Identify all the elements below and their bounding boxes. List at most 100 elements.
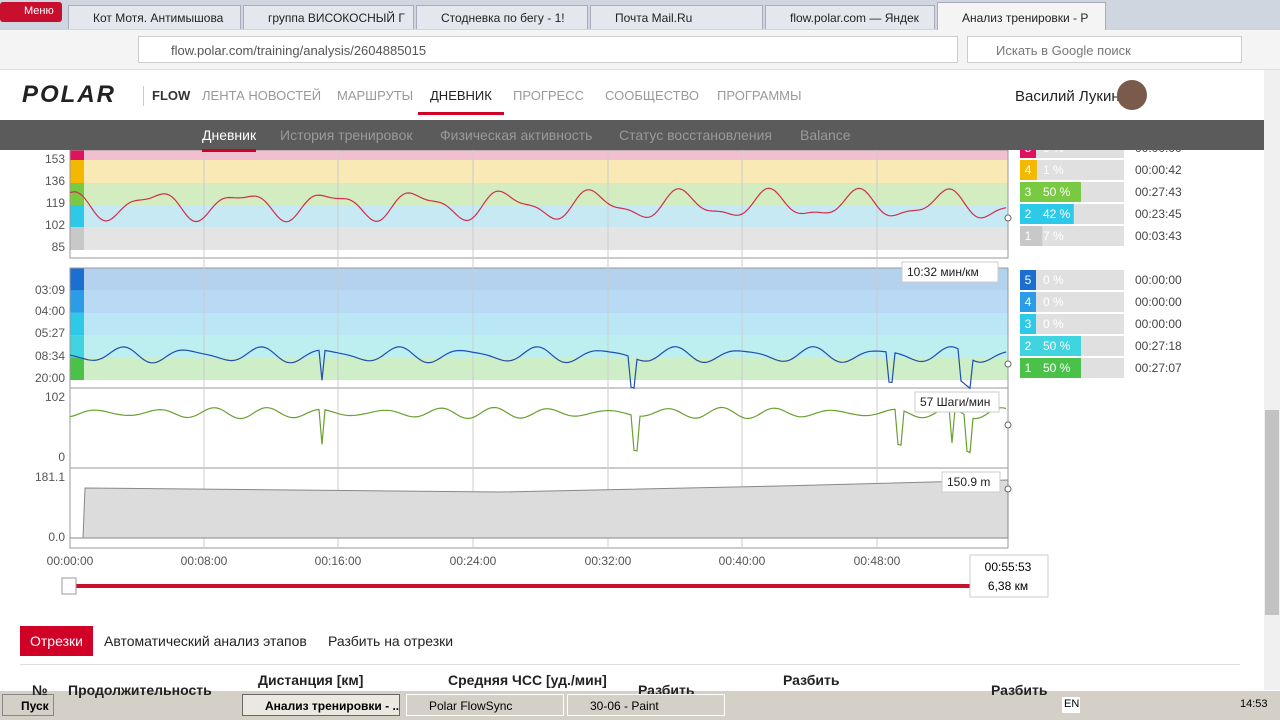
zone-time: 00:27:18 (1135, 339, 1182, 353)
zone-bar-bg (1036, 150, 1124, 158)
browser-tab[interactable]: Анализ тренировки - Р (937, 2, 1106, 30)
x-tick-label: 00:08:00 (181, 554, 228, 568)
zone-bar-bg (1036, 292, 1124, 312)
nav-link[interactable]: СООБЩЕСТВО (605, 88, 699, 103)
laps-tab[interactable]: Отрезки (20, 626, 93, 656)
subnav-link[interactable]: Balance (800, 127, 851, 143)
y-tick-label: 153 (45, 152, 65, 166)
browser-tab[interactable]: Почта Mail.Ru (590, 5, 763, 29)
zone-band (70, 150, 1008, 160)
taskbar-item[interactable]: Анализ тренировки - ... (242, 694, 400, 716)
zone-bar (1036, 160, 1037, 180)
menu-button[interactable]: Меню (0, 2, 62, 22)
nav-link[interactable]: ДНЕВНИК (418, 88, 504, 115)
cursor-dot (1004, 360, 1012, 368)
x-tick-label: 00:24:00 (450, 554, 497, 568)
nav-link[interactable]: ПРОГРАММЫ (717, 88, 802, 103)
address-bar[interactable]: flow.polar.com/training/analysis/2604885… (138, 36, 958, 63)
nav-link[interactable]: ПРОГРЕСС (513, 88, 584, 103)
zone-swatch (1020, 226, 1036, 246)
laps-tab[interactable]: Разбить на отрезки (318, 626, 490, 656)
nav-link[interactable]: МАРШРУТЫ (337, 88, 414, 103)
table-header: Разбить (783, 672, 840, 688)
logo[interactable]: POLAR (22, 81, 116, 108)
subnav-link[interactable]: Физическая активность (440, 127, 593, 143)
taskbar-item[interactable]: 30-06 - Paint (567, 694, 725, 716)
zone-marker (70, 227, 84, 250)
zone-band (70, 290, 1008, 313)
zone-marker (70, 335, 84, 358)
subnav (0, 120, 1280, 150)
taskbar-item[interactable]: Polar FlowSync (406, 694, 564, 716)
y-tick-label: 119 (46, 196, 65, 210)
subnav-link[interactable]: Статус восстановления (619, 127, 772, 143)
zone-time: 00:03:43 (1135, 229, 1182, 243)
analysis-charts: 1531361191028503:0904:0005:2708:3420:001… (35, 150, 1182, 598)
tooltip-box (941, 471, 1001, 493)
zone-share: 50 % (1043, 361, 1071, 375)
zone-share: 50 % (1043, 339, 1071, 353)
y-tick-label: 20:00 (35, 371, 65, 385)
zone-bar-bg (1036, 160, 1124, 180)
zone-swatch (1020, 182, 1036, 202)
zone-share: 0 % (1043, 273, 1064, 287)
x-tick-label: 00:40:00 (719, 554, 766, 568)
nav-link[interactable]: ЛЕНТА НОВОСТЕЙ (202, 88, 322, 103)
browser-tab[interactable]: группа ВИСОКОСНЫЙ Г (243, 5, 414, 29)
subnav-link[interactable]: Дневник (202, 127, 257, 152)
browser-tab[interactable]: Стодневка по бегу - 1! (416, 5, 588, 29)
zone-bar (1036, 204, 1074, 224)
browser-tab[interactable]: flow.polar.com — Яндек (765, 5, 935, 29)
zone-bar-bg (1036, 270, 1124, 290)
scroll-thumb[interactable] (1265, 410, 1279, 615)
y-tick-label: 03:09 (35, 283, 65, 297)
x-tick-label: 00:32:00 (585, 554, 632, 568)
avatar[interactable] (1117, 80, 1147, 110)
cursor-dot (1004, 485, 1012, 493)
zone-band (70, 268, 1008, 290)
zone-number: 3 (1025, 317, 1032, 331)
zone-band (70, 335, 1008, 357)
search-box[interactable]: Искать в Google поиск (967, 36, 1242, 63)
zone-time: 00:27:07 (1135, 361, 1182, 375)
language[interactable]: EN (1062, 697, 1080, 713)
zone-swatch (1020, 150, 1036, 158)
zone-swatch (1020, 270, 1036, 290)
table-header: Разбить (991, 682, 1048, 698)
zone-share: 42 % (1043, 207, 1071, 221)
zone-time: 00:00:00 (1135, 295, 1182, 309)
subnav-link[interactable]: История тренировок (280, 127, 413, 143)
table-header: Средняя ЧСС [уд./мин] (448, 672, 607, 688)
zone-bar-bg (1036, 314, 1124, 334)
zone-marker (70, 357, 84, 380)
zone-band (70, 160, 1008, 183)
zone-time: 00:00:00 (1135, 273, 1182, 287)
zone-marker (70, 160, 84, 183)
y-tick-label: 0 (58, 450, 65, 464)
zone-swatch (1020, 160, 1036, 180)
zone-bar (1036, 226, 1043, 246)
zone-share: 0 % (1043, 150, 1064, 155)
browser-tab[interactable]: Кот Мотя. Антимышова (68, 5, 241, 29)
zone-swatch (1020, 292, 1036, 312)
zone-number: 5 (1025, 150, 1032, 155)
zone-number: 1 (1025, 361, 1032, 375)
zone-share: 0 % (1043, 317, 1064, 331)
y-tick-label: 04:00 (35, 304, 65, 318)
tooltip-box (901, 261, 999, 283)
zone-time: 00:00:00 (1135, 317, 1182, 331)
laps-tab[interactable]: Автоматический анализ этапов (94, 626, 317, 656)
zone-band (70, 357, 1008, 380)
tooltip: 10:32 мин/км (907, 265, 979, 279)
start-button[interactable]: Пуск (2, 694, 54, 716)
y-tick-label: 181.1 (35, 470, 65, 484)
zone-bar-bg (1036, 226, 1124, 246)
zone-band (70, 205, 1008, 227)
user-name[interactable]: Василий Лукин (1015, 88, 1120, 105)
site-header (0, 70, 1280, 120)
y-tick-label: 0.0 (48, 530, 65, 544)
x-tick-label: 00:16:00 (315, 554, 362, 568)
zone-marker (70, 205, 84, 227)
